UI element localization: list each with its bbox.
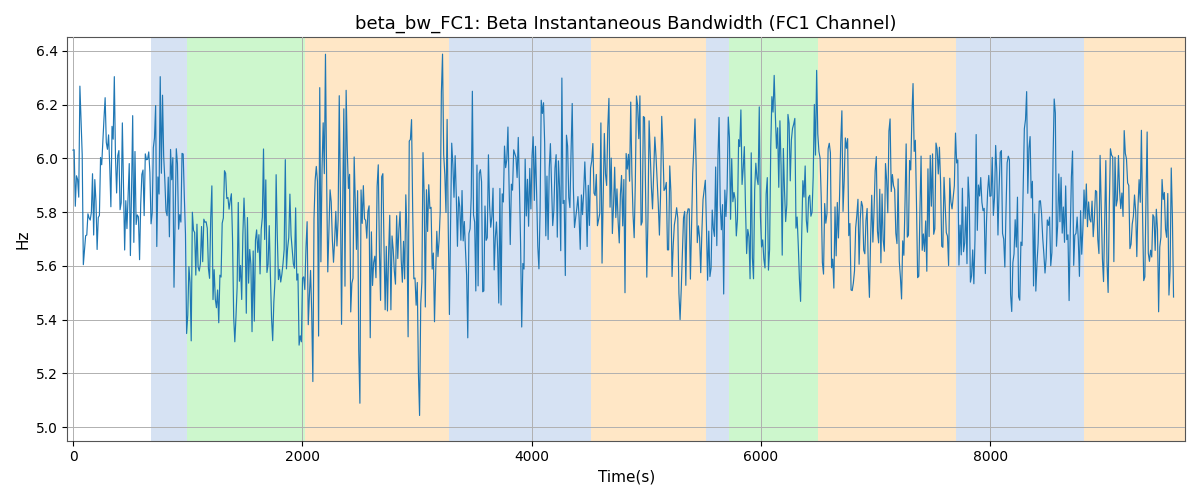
Bar	[1084, 38, 1186, 440]
Bar	[728, 38, 818, 440]
Bar	[818, 38, 955, 440]
Bar	[186, 38, 305, 440]
Bar	[305, 38, 449, 440]
Bar	[151, 38, 186, 440]
Y-axis label: Hz: Hz	[16, 230, 30, 249]
Bar	[706, 38, 728, 440]
Bar	[449, 38, 592, 440]
Bar	[955, 38, 1084, 440]
X-axis label: Time(s): Time(s)	[598, 470, 655, 485]
Bar	[592, 38, 706, 440]
Title: beta_bw_FC1: Beta Instantaneous Bandwidth (FC1 Channel): beta_bw_FC1: Beta Instantaneous Bandwidt…	[355, 15, 896, 34]
